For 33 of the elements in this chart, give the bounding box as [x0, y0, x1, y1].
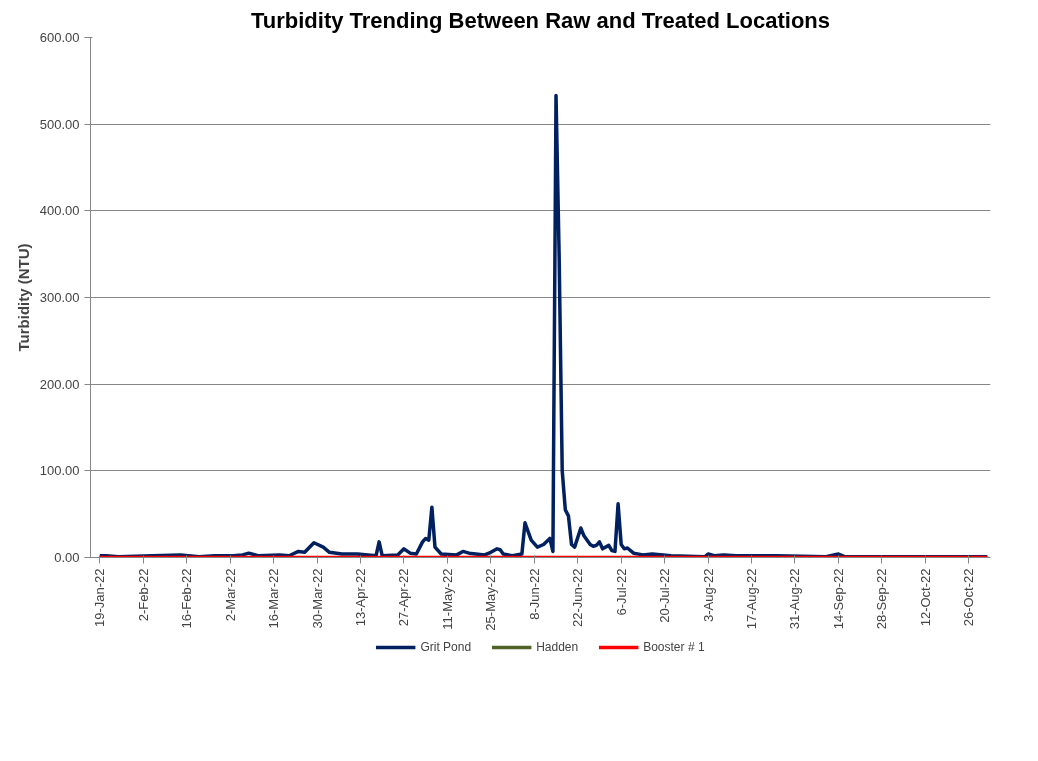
x-tick-label: 8-Jun-22	[526, 568, 542, 620]
x-tick-label: 20-Jul-22	[657, 568, 673, 623]
x-tick-label: 16-Mar-22	[266, 568, 282, 629]
x-tick-label: 30-Mar-22	[309, 568, 325, 629]
chart-title: Turbidity Trending Between Raw and Treated Locations	[251, 7, 831, 33]
x-tick-label: 11-May-22	[439, 568, 455, 630]
y-tick-label: 200.00	[39, 376, 80, 392]
y-tick-label: 0.00	[54, 550, 80, 565]
legend-label: Grit Pond	[420, 640, 472, 654]
legend-label: Hadden	[536, 640, 579, 654]
y-tick-label: 300.00	[39, 290, 80, 305]
y-tick-label: 100.00	[39, 463, 80, 479]
x-tick-label: 2-Mar-22	[222, 568, 238, 622]
y-tick-label: 400.00	[39, 203, 80, 219]
x-tick-label: 28-Sep-22	[874, 568, 890, 630]
x-tick-label: 19-Jan-22	[92, 568, 108, 628]
x-tick-label: 27-Apr-22	[396, 568, 412, 627]
y-axis-title: Turbidity (NTU)	[14, 243, 32, 352]
x-tick-label: 26-Oct-22	[961, 568, 977, 627]
x-tick-label: 22-Jun-22	[570, 568, 586, 628]
legend-label: Booster # 1	[643, 640, 705, 654]
x-tick-label: 25-May-22	[483, 568, 499, 631]
x-tick-label: 3-Aug-22	[700, 568, 716, 622]
x-tick-label: 16-Feb-22	[179, 568, 195, 629]
y-tick-label: 600.00	[39, 30, 80, 45]
x-tick-label: 14-Sep-22	[830, 568, 846, 630]
x-tick-label: 2-Feb-22	[135, 568, 151, 622]
x-tick-label: 17-Aug-22	[744, 568, 760, 630]
x-tick-label: 13-Apr-22	[353, 568, 368, 627]
x-tick-label: 12-Oct-22	[917, 568, 933, 627]
x-tick-label: 6-Jul-22	[613, 568, 629, 616]
y-tick-label: 500.00	[39, 116, 80, 132]
x-tick-label: 31-Aug-22	[787, 568, 803, 630]
